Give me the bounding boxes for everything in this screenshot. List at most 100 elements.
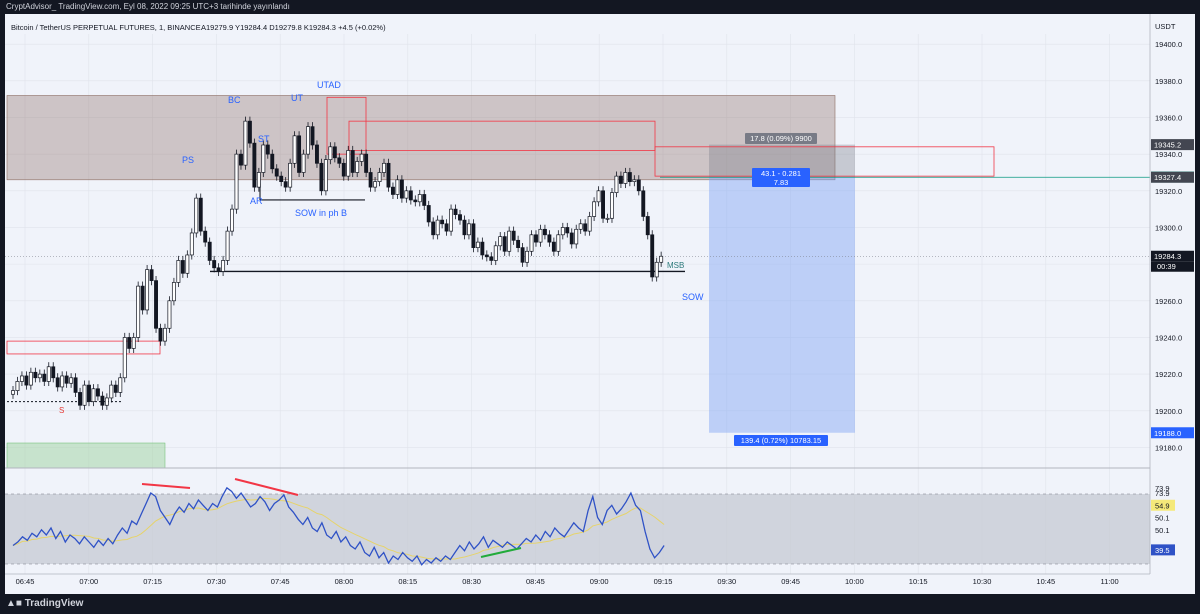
- candle: [489, 256, 494, 261]
- grid: [5, 34, 1150, 574]
- price-chart-svg[interactable]: UTAD BC UT ST PS AR SOW in ph B MSB SOW …: [5, 14, 1195, 594]
- candle: [24, 375, 29, 386]
- rsi-tick-label: 50.1: [1155, 526, 1170, 535]
- candle: [636, 179, 641, 192]
- candle: [230, 208, 234, 232]
- y-tick-label: 19380.0: [1155, 77, 1182, 86]
- candles: [11, 116, 664, 410]
- candle: [315, 144, 319, 164]
- candle: [297, 135, 302, 173]
- candle: [149, 269, 154, 281]
- candle: [569, 232, 574, 245]
- candle: [33, 371, 38, 379]
- target-label: 139.4 (0.72%) 10783.15: [741, 436, 821, 445]
- x-tick-label: 11:00: [1100, 577, 1118, 586]
- entry-label-bottom: 7.83: [774, 178, 789, 187]
- label-bc: BC: [228, 95, 241, 105]
- price-axis[interactable]: USDT 19180.0 19200.0 19220.0 19240.0 19260.0…: [1149, 14, 1195, 594]
- candle: [127, 337, 132, 349]
- candle: [136, 285, 141, 338]
- candle: [650, 234, 655, 278]
- candle: [131, 337, 136, 349]
- candle: [574, 228, 579, 245]
- candle: [234, 153, 239, 210]
- upper-supply-box: [348, 120, 656, 151]
- position-labels: 17.8 (0.09%) 9900 43.1 - 0.281 7.83 139.…: [734, 133, 828, 446]
- candle: [516, 239, 521, 248]
- x-tick-label: 08:45: [526, 577, 545, 586]
- x-tick-label: 08:00: [335, 577, 354, 586]
- right-supply-box: [654, 146, 995, 177]
- candle: [51, 366, 56, 379]
- candle: [73, 377, 78, 393]
- y-tick-label: 19320.0: [1155, 187, 1182, 196]
- candle: [270, 153, 275, 170]
- candle: [511, 230, 516, 241]
- candle: [583, 223, 588, 232]
- candle: [167, 300, 172, 329]
- candle: [565, 227, 570, 234]
- label-ps: PS: [182, 155, 194, 165]
- chart-area[interactable]: UTAD BC UT ST PS AR SOW in ph B MSB SOW …: [5, 14, 1195, 594]
- candle: [319, 162, 324, 192]
- candle: [525, 250, 530, 263]
- y-tick-label: 19400.0: [1155, 40, 1182, 49]
- y-tick-label: 19220.0: [1155, 370, 1182, 379]
- candle: [493, 245, 498, 261]
- candle: [15, 381, 20, 391]
- candle: [145, 269, 150, 311]
- y-tick-label: 19240.0: [1155, 333, 1182, 342]
- target-zone[interactable]: [709, 177, 855, 433]
- candle: [19, 375, 24, 382]
- x-tick-label: 09:30: [717, 577, 736, 586]
- candle: [87, 384, 91, 402]
- candle: [265, 144, 270, 155]
- rsi-tick-label: 73.9: [1155, 484, 1170, 493]
- rsi-axis: 73.973.9 50.1 50.1 54.9 39.5: [1151, 484, 1175, 556]
- candle: [404, 190, 409, 199]
- candle: [328, 146, 333, 160]
- y-tick-label: 19260.0: [1155, 297, 1182, 306]
- candle: [359, 153, 364, 162]
- candle: [413, 199, 418, 203]
- footer-brand: TradingView: [24, 598, 84, 609]
- tradingview-logo[interactable]: ▲■ TradingView: [6, 598, 84, 609]
- price-badge: [1151, 250, 1194, 262]
- x-tick-label: 09:45: [781, 577, 800, 586]
- candle: [42, 373, 47, 382]
- candle: [578, 223, 583, 230]
- candle: [440, 219, 445, 225]
- overlays: [5, 96, 1150, 469]
- candle: [395, 179, 400, 195]
- label-ar: AR: [250, 196, 263, 206]
- ohlc-line: A19279.9 Y19284.4 D19279.8 K19284.3 +4.5…: [201, 23, 386, 32]
- candle: [386, 162, 391, 188]
- entry-label-bg: [752, 168, 810, 187]
- candle: [203, 230, 208, 243]
- candle: [78, 392, 82, 406]
- candle: [498, 236, 503, 247]
- candle: [431, 221, 436, 236]
- candle: [422, 194, 427, 206]
- time-axis[interactable]: 06:45 07:00 07:15 07:30 07:45 08:00 08:15 08:30…: [5, 573, 1150, 586]
- range-box: [6, 95, 836, 181]
- candle: [364, 153, 369, 173]
- candle: [484, 254, 489, 258]
- candle: [618, 175, 623, 184]
- rsi-line: [12, 486, 665, 566]
- candle: [216, 267, 221, 272]
- candle: [332, 146, 337, 159]
- symbol-line: Bitcoin / TetherUS PERPETUAL FUTURES, 1,…: [11, 23, 201, 32]
- price-badge-label: 19188.0: [1154, 429, 1181, 438]
- candle: [538, 228, 543, 243]
- candle: [310, 126, 315, 146]
- candle: [627, 172, 632, 182]
- candle: [480, 241, 485, 256]
- candle: [252, 142, 257, 188]
- candle: [654, 261, 659, 278]
- candle: [176, 260, 181, 283]
- candle: [189, 232, 194, 256]
- window-title-bar: CryptAdvisor_ TradingView.com, Eyl 08, 2…: [0, 0, 1200, 14]
- x-tick-label: 07:15: [143, 577, 162, 586]
